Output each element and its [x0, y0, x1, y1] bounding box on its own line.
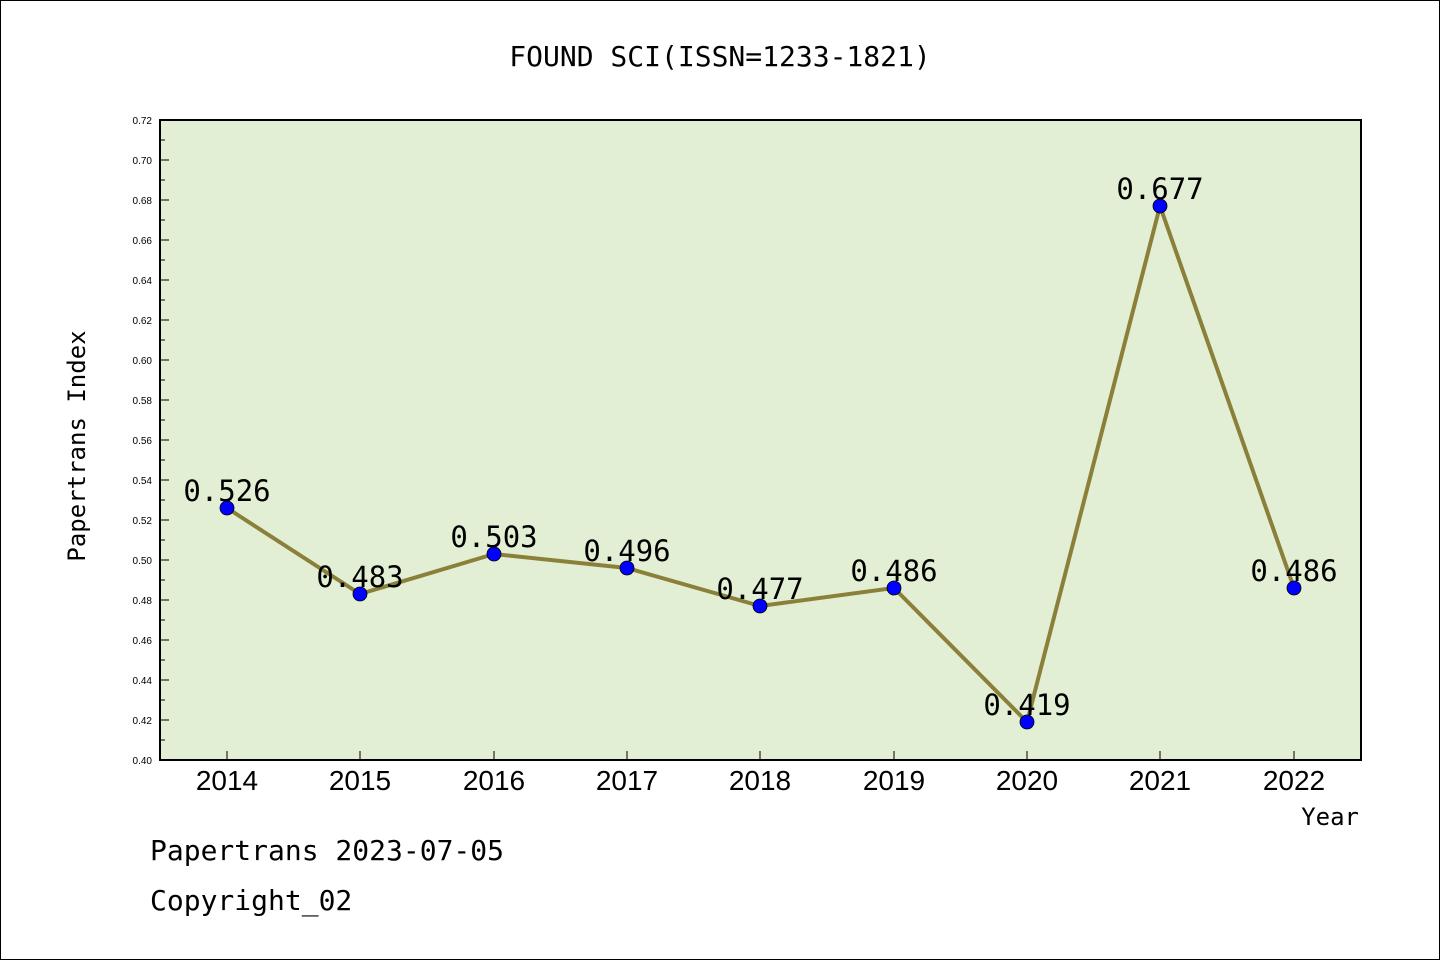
- y-tick-label: 0.72: [133, 116, 153, 127]
- y-tick-label: 0.48: [133, 596, 153, 607]
- data-point: [486, 546, 502, 562]
- data-label: 0.503: [450, 520, 537, 554]
- y-tick-label: 0.54: [133, 476, 153, 487]
- y-tick-label: 0.64: [133, 276, 153, 287]
- data-point: [752, 598, 768, 614]
- data-label: 0.486: [850, 554, 937, 588]
- x-tick-label: 2018: [729, 765, 791, 796]
- data-point: [1152, 198, 1168, 214]
- plot-area: [159, 119, 1362, 761]
- x-tick-label: 2022: [1263, 765, 1325, 796]
- y-tick-label: 0.44: [133, 676, 153, 687]
- data-label: 0.496: [583, 534, 670, 568]
- y-tick-label: 0.58: [133, 396, 153, 407]
- x-tick-label: 2020: [996, 765, 1058, 796]
- data-point: [352, 586, 368, 602]
- x-axis: 2014 2015 2016 2017 2018 2019 2020 2021 2022: [196, 751, 1325, 796]
- footer-copyright: Copyright_02: [150, 884, 353, 917]
- x-tick-label: 2017: [596, 765, 658, 796]
- y-tick-label: 0.66: [133, 236, 153, 247]
- x-tick-label: 2015: [329, 765, 391, 796]
- y-axis-label: Papertrans Index: [63, 330, 91, 561]
- x-tick-label: 2019: [863, 765, 925, 796]
- footer-date: Papertrans 2023-07-05: [150, 834, 505, 867]
- data-label: 0.419: [983, 688, 1070, 722]
- y-tick-label: 0.70: [133, 156, 153, 167]
- chart-title: FOUND SCI(ISSN=1233-1821): [509, 40, 930, 73]
- y-tick-label: 0.52: [133, 516, 153, 527]
- data-label: 0.526: [183, 474, 270, 508]
- data-label: 0.486: [1250, 554, 1337, 588]
- y-tick-label: 0.68: [133, 196, 153, 207]
- x-tick-label: 2021: [1129, 765, 1191, 796]
- y-tick-label: 0.50: [133, 556, 153, 567]
- series: [219, 198, 1302, 730]
- x-tick-label: 2014: [196, 765, 258, 796]
- data-point: [1019, 714, 1035, 730]
- y-axis: 0.40 0.42 0.44 0.46 0.48 0.50 0.52 0.54 0.56 0.58…: [133, 116, 169, 767]
- data-label: 0.477: [716, 572, 803, 606]
- data-point: [619, 560, 635, 576]
- data-point: [886, 580, 902, 596]
- data-labels: 0.526 0.483 0.503 0.496 0.477 0.486 0.419 0.677…: [183, 172, 1337, 722]
- data-point: [1286, 580, 1302, 596]
- y-tick-label: 0.62: [133, 316, 153, 327]
- y-tick-label: 0.40: [133, 756, 153, 767]
- y-tick-label: 0.60: [133, 356, 153, 367]
- data-label: 0.677: [1116, 172, 1203, 206]
- y-tick-label: 0.56: [133, 436, 153, 447]
- x-axis-label: Year: [1301, 803, 1359, 831]
- y-tick-label: 0.42: [133, 716, 153, 727]
- data-point: [219, 500, 235, 516]
- x-tick-label: 2016: [463, 765, 525, 796]
- data-label: 0.483: [316, 560, 403, 594]
- y-tick-label: 0.46: [133, 636, 153, 647]
